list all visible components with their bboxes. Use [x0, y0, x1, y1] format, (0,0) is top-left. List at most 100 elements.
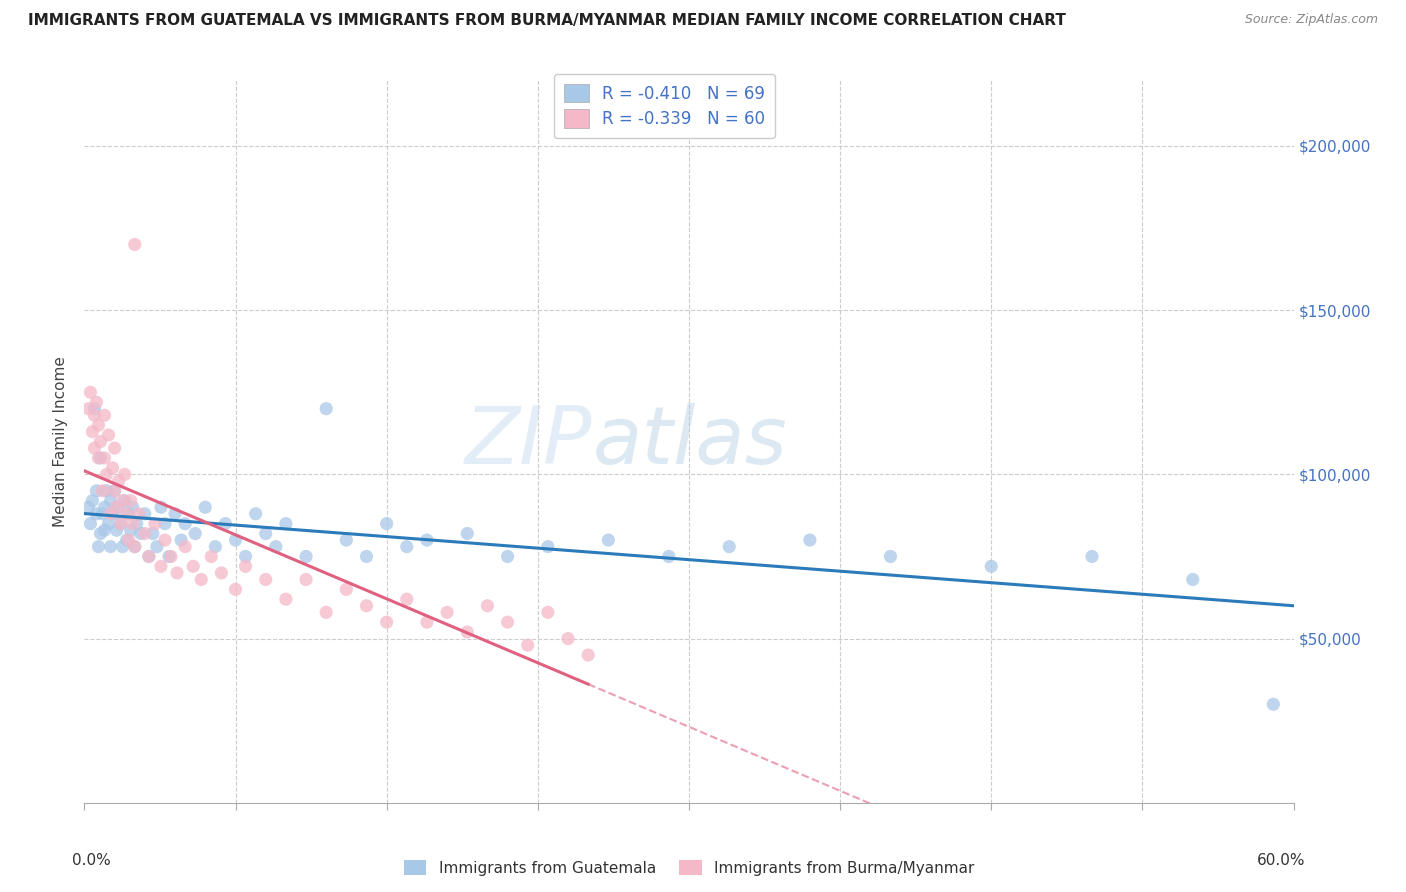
Point — [235, 559, 257, 574]
Point — [100, 507, 122, 521]
Point — [114, 467, 136, 482]
Point — [153, 533, 176, 547]
Point — [120, 493, 142, 508]
Point — [153, 516, 176, 531]
Point — [128, 507, 150, 521]
Point — [335, 582, 357, 597]
Point — [245, 507, 267, 521]
Point — [107, 500, 129, 515]
Point — [1263, 698, 1285, 712]
Point — [77, 401, 100, 416]
Point — [107, 474, 129, 488]
Point — [89, 434, 111, 449]
Point — [120, 523, 142, 537]
Point — [87, 450, 110, 465]
Point — [254, 573, 277, 587]
Point — [142, 526, 165, 541]
Point — [87, 418, 110, 433]
Point — [129, 526, 152, 541]
Point — [416, 615, 439, 630]
Point — [157, 549, 180, 564]
Point — [264, 540, 287, 554]
Point — [160, 549, 183, 564]
Point — [79, 516, 101, 531]
Point — [124, 540, 146, 554]
Point — [799, 533, 821, 547]
Point — [416, 533, 439, 547]
Point — [115, 533, 138, 547]
Point — [576, 648, 599, 662]
Point — [395, 592, 418, 607]
Point — [79, 385, 101, 400]
Point — [174, 540, 197, 554]
Point — [477, 599, 499, 613]
Point — [104, 483, 127, 498]
Point — [456, 526, 478, 541]
Point — [1181, 573, 1204, 587]
Point — [83, 401, 105, 416]
Point — [101, 460, 124, 475]
Point — [91, 483, 114, 498]
Point — [335, 533, 357, 547]
Point — [93, 500, 115, 515]
Text: atlas: atlas — [592, 402, 787, 481]
Point — [93, 523, 115, 537]
Point — [375, 615, 398, 630]
Point — [97, 516, 120, 531]
Point — [1081, 549, 1104, 564]
Point — [295, 573, 318, 587]
Point — [118, 507, 141, 521]
Point — [121, 500, 143, 515]
Point — [200, 549, 222, 564]
Point — [190, 573, 212, 587]
Point — [204, 540, 226, 554]
Point — [134, 526, 156, 541]
Point — [209, 566, 232, 580]
Point — [100, 493, 122, 508]
Point — [96, 467, 118, 482]
Point — [658, 549, 681, 564]
Point — [86, 395, 108, 409]
Point — [89, 450, 111, 465]
Point — [86, 483, 108, 498]
Point — [166, 566, 188, 580]
Point — [86, 507, 108, 521]
Point — [496, 615, 519, 630]
Text: IMMIGRANTS FROM GUATEMALA VS IMMIGRANTS FROM BURMA/MYANMAR MEDIAN FAMILY INCOME : IMMIGRANTS FROM GUATEMALA VS IMMIGRANTS … — [28, 13, 1066, 29]
Point — [124, 237, 146, 252]
Point — [315, 401, 337, 416]
Point — [93, 409, 115, 423]
Point — [77, 500, 100, 515]
Point — [149, 559, 172, 574]
Point — [165, 507, 187, 521]
Point — [87, 540, 110, 554]
Point — [110, 516, 132, 531]
Point — [83, 409, 105, 423]
Point — [149, 500, 172, 515]
Point — [184, 526, 207, 541]
Text: 60.0%: 60.0% — [1257, 854, 1306, 869]
Point — [83, 441, 105, 455]
Point — [274, 516, 297, 531]
Point — [356, 599, 378, 613]
Point — [82, 425, 104, 439]
Point — [124, 540, 146, 554]
Point — [96, 483, 118, 498]
Point — [225, 582, 247, 597]
Point — [174, 516, 197, 531]
Point — [105, 523, 128, 537]
Point — [456, 625, 478, 640]
Point — [82, 493, 104, 508]
Point — [395, 540, 418, 554]
Point — [104, 441, 127, 455]
Point — [274, 592, 297, 607]
Point — [537, 540, 560, 554]
Point — [138, 549, 160, 564]
Point — [111, 493, 134, 508]
Point — [93, 450, 115, 465]
Legend: Immigrants from Guatemala, Immigrants from Burma/Myanmar: Immigrants from Guatemala, Immigrants fr… — [398, 854, 980, 882]
Point — [97, 428, 120, 442]
Point — [295, 549, 318, 564]
Point — [436, 605, 458, 619]
Point — [125, 516, 148, 531]
